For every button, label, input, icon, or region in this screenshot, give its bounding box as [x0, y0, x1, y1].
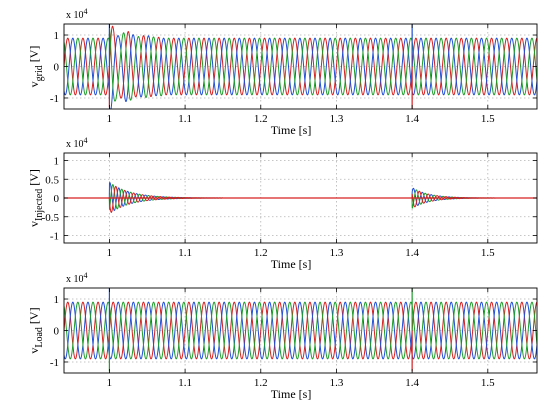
- exponent-base: x 10: [66, 139, 84, 150]
- x-tick-label: 1.1: [178, 247, 192, 259]
- x-axis-label: Time [s]: [271, 387, 312, 401]
- y-tick-label: -0.5: [42, 212, 60, 224]
- exponent-power: 4: [84, 7, 88, 16]
- phase-trace-1: [64, 301, 537, 360]
- x-axis-label: Time [s]: [271, 123, 312, 137]
- y-axis-label-unit: [V]: [27, 307, 41, 324]
- x-tick-label: 1: [107, 247, 113, 259]
- phase-trace-2: [64, 301, 537, 360]
- traces: [64, 181, 537, 213]
- x-tick-label: 1.4: [405, 247, 419, 259]
- x-tick-label: 1.4: [405, 377, 419, 389]
- exponent-power: 4: [84, 136, 88, 145]
- x-tick-label: 1.5: [481, 247, 495, 259]
- phase-trace-2: [64, 34, 537, 109]
- exponent-label: x 104: [66, 7, 88, 21]
- x-tick-label: 1: [107, 377, 113, 389]
- y-axis-label: vInjected [V]: [27, 169, 45, 227]
- y-axis-label-sub: Load: [34, 327, 45, 348]
- y-tick-label: -1: [50, 357, 59, 369]
- x-tick-label: 1.5: [481, 377, 495, 389]
- x-axis-label: Time [s]: [271, 257, 312, 271]
- x-tick-label: 1.3: [330, 377, 344, 389]
- y-tick-label: 1: [54, 156, 60, 168]
- y-tick-label: -1: [50, 231, 59, 243]
- y-axis-label-sub: Injected: [34, 189, 45, 221]
- y-tick-label: 0: [54, 193, 60, 205]
- phase-trace-3: [64, 301, 537, 360]
- exponent-power: 4: [84, 271, 88, 280]
- y-tick-label: 0: [54, 62, 60, 74]
- x-tick-label: 1.1: [178, 377, 192, 389]
- y-tick-label: 1: [54, 30, 60, 42]
- exponent-label: x 104: [66, 271, 88, 285]
- phase-trace-1: [64, 25, 537, 99]
- exponent-base: x 10: [66, 10, 84, 21]
- injected-trace-3: [64, 185, 537, 213]
- x-tick-label: 1.3: [330, 247, 344, 259]
- y-axis-label-unit: [V]: [27, 169, 41, 186]
- y-axis-label-sub: grid: [34, 65, 45, 81]
- exponent-base: x 10: [66, 274, 84, 285]
- y-axis-label-main: v: [27, 348, 41, 354]
- y-tick-label: 0: [54, 326, 60, 338]
- x-tick-label: 1.2: [254, 247, 268, 259]
- y-axis-label: vLoad [V]: [27, 307, 45, 353]
- x-tick-label: 1.4: [405, 113, 419, 125]
- x-tick-label: 1.5: [481, 113, 495, 125]
- traces: [64, 288, 537, 372]
- x-tick-label: 1.2: [254, 113, 268, 125]
- y-tick-label: 1: [54, 294, 60, 306]
- y-axis-label-main: v: [27, 81, 41, 87]
- y-tick-label: -1: [50, 93, 59, 105]
- x-tick-label: 1.1: [178, 113, 192, 125]
- panel-2: 1 1.1 1.2 1.3 1.4 1.5 -1 -0.5 0 0.5 1 x 104 Time [s]…: [27, 136, 538, 271]
- x-tick-label: 1.3: [330, 113, 344, 125]
- traces: [64, 24, 537, 109]
- panel-3: 1 1.1 1.2 1.3 1.4 1.5 -1 0 1 x 104 Time [s] vLoad [V…: [27, 271, 538, 401]
- y-axis-label: vgrid [V]: [27, 46, 45, 88]
- y-tick-label: 0.5: [45, 174, 59, 186]
- x-tick-label: 1.2: [254, 377, 268, 389]
- y-axis-label-unit: [V]: [27, 46, 41, 63]
- phase-trace-3: [64, 27, 537, 102]
- y-axis-label-main: v: [27, 221, 41, 227]
- panel-1: 1 1.1 1.2 1.3 1.4 1.5 -1 0 1 x 104 Time [s] vgrid [V…: [27, 7, 538, 137]
- exponent-label: x 104: [66, 136, 88, 150]
- x-tick-label: 1: [107, 113, 113, 125]
